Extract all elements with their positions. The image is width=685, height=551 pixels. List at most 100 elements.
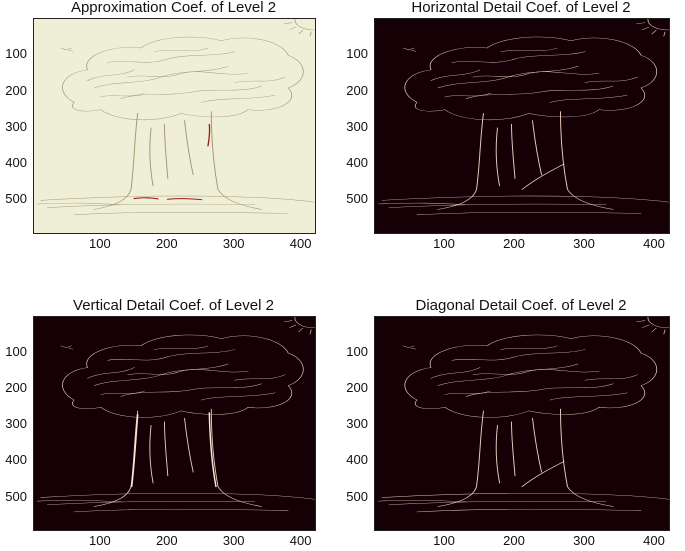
y-tick-label: 300 bbox=[5, 118, 27, 134]
ground-stroke-3 bbox=[36, 499, 122, 503]
tree-drawing bbox=[36, 19, 315, 216]
canopy-stroke-8 bbox=[584, 374, 638, 381]
y-tick-label: 100 bbox=[5, 46, 27, 62]
sun-mark bbox=[283, 317, 315, 335]
canopy-stroke-8 bbox=[584, 76, 638, 83]
canopy-stroke-4 bbox=[430, 69, 481, 81]
canopy-stroke-1 bbox=[437, 65, 579, 89]
y-tick-label: 400 bbox=[5, 452, 27, 468]
canopy-stroke-2 bbox=[451, 51, 586, 63]
accent-stroke-0 bbox=[130, 414, 139, 488]
canopy-stroke-0 bbox=[62, 36, 304, 121]
trunk-stroke-1 bbox=[210, 111, 262, 210]
canopy-stroke-6 bbox=[472, 71, 600, 78]
canopy-stroke-1 bbox=[437, 363, 579, 386]
accent-stroke-2 bbox=[207, 123, 211, 147]
image-svg bbox=[36, 317, 315, 513]
canopy-stroke-9 bbox=[444, 93, 491, 98]
canopy-stroke-6 bbox=[472, 369, 600, 375]
x-tick-label: 400 bbox=[643, 533, 665, 548]
canopy-stroke-2 bbox=[107, 349, 236, 361]
canopy-stroke-4 bbox=[430, 367, 481, 379]
trunk-stroke-4 bbox=[149, 127, 154, 187]
canopy-stroke-5 bbox=[200, 392, 276, 401]
plot-area bbox=[33, 18, 316, 234]
accent-stroke-0 bbox=[133, 197, 159, 200]
y-tick-label: 500 bbox=[346, 488, 368, 504]
tree-drawing bbox=[378, 19, 669, 216]
ground-stroke-1 bbox=[388, 203, 607, 208]
sun-mark bbox=[636, 19, 669, 37]
canopy-stroke-4 bbox=[87, 69, 135, 81]
canopy-stroke-0 bbox=[404, 36, 658, 121]
canopy-stroke-3 bbox=[120, 85, 262, 100]
ground-stroke-0 bbox=[381, 195, 669, 203]
ground-stroke-2 bbox=[73, 509, 289, 513]
tree-drawing bbox=[36, 317, 315, 513]
x-tick-label: 100 bbox=[89, 236, 111, 251]
trunk-stroke-2 bbox=[163, 421, 169, 477]
canopy-stroke-1 bbox=[93, 65, 229, 89]
trunk-stroke-3 bbox=[184, 417, 194, 473]
accent-stroke-0 bbox=[521, 163, 565, 190]
ground-stroke-2 bbox=[416, 509, 642, 513]
x-tick-label: 200 bbox=[155, 236, 178, 251]
canopy-stroke-0 bbox=[62, 334, 304, 418]
accent-stroke-1 bbox=[208, 412, 217, 488]
canopy-stroke-2 bbox=[107, 51, 236, 63]
canopy-stroke-8 bbox=[234, 374, 286, 381]
canopy-stroke-0 bbox=[404, 334, 658, 418]
trunk-stroke-3 bbox=[532, 120, 543, 176]
x-tick-label: 100 bbox=[89, 533, 111, 548]
ground-stroke-1 bbox=[46, 203, 256, 208]
image-svg bbox=[378, 19, 669, 216]
canopy-stroke-3 bbox=[465, 383, 614, 397]
trunk-stroke-3 bbox=[184, 120, 194, 176]
trunk-stroke-0 bbox=[93, 113, 139, 210]
y-tick-label: 100 bbox=[346, 344, 368, 360]
canopy-stroke-3 bbox=[465, 85, 614, 99]
tree-drawing bbox=[378, 317, 669, 513]
sun-mark bbox=[283, 19, 315, 37]
ground-stroke-3 bbox=[36, 202, 122, 205]
canopy-stroke-6 bbox=[127, 369, 249, 375]
panel-title: Approximation Coef. of Level 2 bbox=[70, 0, 277, 16]
sun-mark bbox=[636, 317, 669, 335]
y-tick-label: 300 bbox=[346, 118, 368, 134]
x-tick-label: 200 bbox=[155, 533, 178, 548]
canopy-stroke-4 bbox=[87, 367, 135, 379]
canopy-stroke-5 bbox=[200, 94, 276, 103]
ground-stroke-2 bbox=[73, 212, 289, 216]
bird-mark bbox=[402, 47, 416, 52]
y-tick-label: 400 bbox=[346, 155, 368, 171]
ground-stroke-2 bbox=[416, 212, 642, 216]
plot-area bbox=[374, 316, 670, 531]
ground-stroke-1 bbox=[388, 500, 607, 505]
y-tick-label: 200 bbox=[346, 380, 368, 396]
x-tick-label: 400 bbox=[643, 236, 665, 251]
trunk-stroke-4 bbox=[495, 425, 501, 484]
canopy-stroke-5 bbox=[549, 392, 628, 401]
trunk-stroke-0 bbox=[437, 410, 484, 507]
trunk-stroke-4 bbox=[149, 425, 154, 484]
image-svg bbox=[36, 19, 315, 216]
plot-area bbox=[374, 18, 670, 234]
y-tick-label: 200 bbox=[5, 82, 27, 98]
x-tick-label: 300 bbox=[573, 236, 595, 251]
ground-stroke-0 bbox=[40, 492, 315, 500]
canopy-stroke-9 bbox=[100, 93, 145, 98]
x-tick-label: 300 bbox=[222, 533, 245, 548]
x-tick-label: 100 bbox=[433, 533, 455, 548]
canopy-stroke-1 bbox=[93, 363, 229, 386]
canopy-stroke-2 bbox=[451, 349, 586, 361]
trunk-stroke-0 bbox=[437, 113, 484, 210]
y-tick-label: 200 bbox=[5, 380, 27, 396]
x-tick-label: 300 bbox=[222, 236, 245, 251]
ground-stroke-0 bbox=[381, 493, 669, 500]
x-tick-label: 400 bbox=[289, 533, 312, 548]
y-tick-label: 100 bbox=[5, 344, 27, 360]
ground-stroke-3 bbox=[378, 499, 467, 503]
y-tick-label: 500 bbox=[5, 191, 27, 207]
canopy-stroke-8 bbox=[234, 76, 286, 83]
canopy-stroke-9 bbox=[100, 390, 145, 395]
